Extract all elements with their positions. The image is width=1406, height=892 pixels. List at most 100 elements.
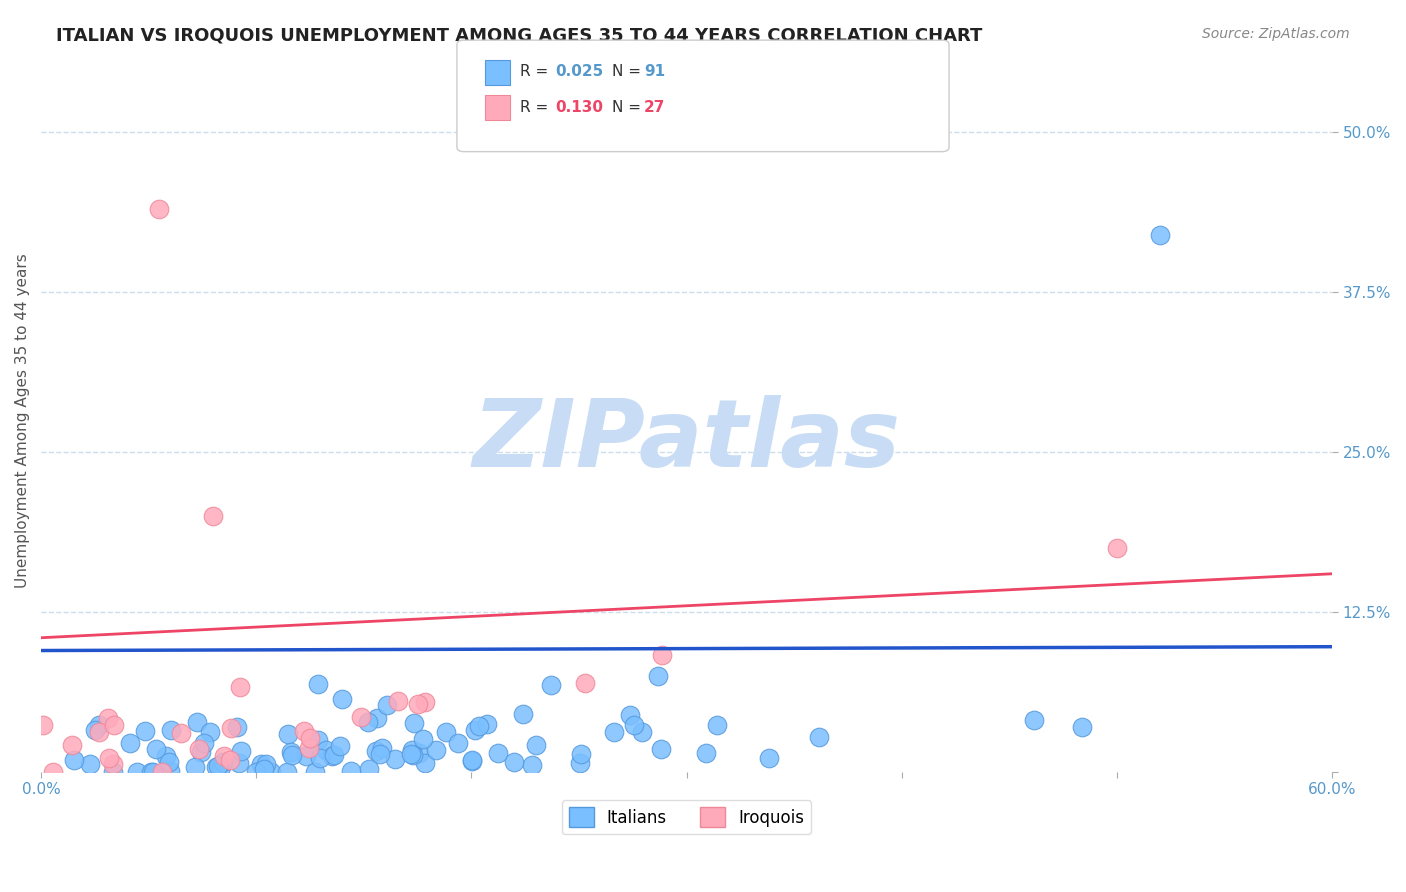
Point xyxy=(651,648,673,662)
Text: R =: R = xyxy=(520,64,554,78)
Point xyxy=(101,764,124,779)
Point xyxy=(413,695,436,709)
Point xyxy=(97,711,120,725)
Point xyxy=(569,747,592,761)
Point xyxy=(150,765,173,780)
Point xyxy=(384,752,406,766)
Point xyxy=(368,747,391,762)
Text: 0.025: 0.025 xyxy=(555,64,603,78)
Y-axis label: Unemployment Among Ages 35 to 44 years: Unemployment Among Ages 35 to 44 years xyxy=(15,253,30,588)
Point xyxy=(229,744,252,758)
Point xyxy=(31,717,53,731)
Point xyxy=(159,764,181,778)
Point xyxy=(375,698,398,713)
Point xyxy=(202,509,225,524)
Point xyxy=(650,741,672,756)
Point xyxy=(399,747,422,761)
Point xyxy=(101,756,124,771)
Point xyxy=(253,762,276,776)
Point xyxy=(307,677,329,691)
Text: N =: N = xyxy=(612,100,645,114)
Point xyxy=(281,748,304,763)
Point xyxy=(229,680,252,694)
Point xyxy=(603,724,626,739)
Text: R =: R = xyxy=(520,100,554,114)
Point xyxy=(141,765,163,780)
Point xyxy=(340,764,363,779)
Point xyxy=(209,760,232,774)
Point xyxy=(226,720,249,734)
Point xyxy=(1105,541,1128,556)
Point xyxy=(402,747,425,762)
Point xyxy=(245,765,267,780)
Point xyxy=(520,758,543,772)
Text: 91: 91 xyxy=(644,64,665,78)
Point xyxy=(60,738,83,752)
Point xyxy=(79,756,101,771)
Point xyxy=(401,743,423,757)
Point xyxy=(524,738,547,752)
Text: ZIPatlas: ZIPatlas xyxy=(472,395,901,487)
Point xyxy=(219,721,242,735)
Text: N =: N = xyxy=(612,64,645,78)
Text: 27: 27 xyxy=(644,100,665,114)
Point xyxy=(292,723,315,738)
Point xyxy=(188,742,211,756)
Point xyxy=(190,745,212,759)
Point xyxy=(145,741,167,756)
Point xyxy=(198,724,221,739)
Point xyxy=(425,743,447,757)
Point xyxy=(486,746,509,760)
Point xyxy=(412,732,434,747)
Point xyxy=(204,760,226,774)
Point xyxy=(366,711,388,725)
Point xyxy=(228,756,250,770)
Point xyxy=(186,714,208,729)
Point xyxy=(84,723,107,738)
Point xyxy=(254,757,277,772)
Point xyxy=(387,694,409,708)
Point xyxy=(357,715,380,730)
Point xyxy=(299,731,322,746)
Point xyxy=(62,753,84,767)
Point xyxy=(329,739,352,754)
Point xyxy=(1149,227,1171,242)
Point xyxy=(631,725,654,739)
Point xyxy=(434,724,457,739)
Point xyxy=(619,708,641,723)
Point xyxy=(706,717,728,731)
Point xyxy=(464,723,486,737)
Point xyxy=(1071,720,1094,734)
Point xyxy=(371,741,394,756)
Point xyxy=(277,727,299,741)
Point xyxy=(512,707,534,722)
Point xyxy=(1022,713,1045,727)
Point xyxy=(280,746,302,760)
Point xyxy=(461,753,484,767)
Point xyxy=(125,765,148,780)
Point xyxy=(321,749,343,764)
Point xyxy=(120,736,142,750)
Point xyxy=(170,726,193,740)
Point xyxy=(87,717,110,731)
Point xyxy=(207,759,229,773)
Point xyxy=(413,756,436,770)
Point xyxy=(212,755,235,769)
Point xyxy=(294,749,316,764)
Point xyxy=(758,750,780,764)
Point xyxy=(408,746,430,760)
Point xyxy=(808,730,831,744)
Point xyxy=(695,746,717,760)
Point xyxy=(623,717,645,731)
Point xyxy=(468,719,491,733)
Point xyxy=(148,202,170,217)
Point xyxy=(142,765,165,780)
Point xyxy=(276,765,298,780)
Point xyxy=(349,710,371,724)
Point xyxy=(250,756,273,771)
Point xyxy=(304,765,326,780)
Point xyxy=(574,675,596,690)
Point xyxy=(307,732,329,747)
Point xyxy=(103,718,125,732)
Point xyxy=(212,748,235,763)
